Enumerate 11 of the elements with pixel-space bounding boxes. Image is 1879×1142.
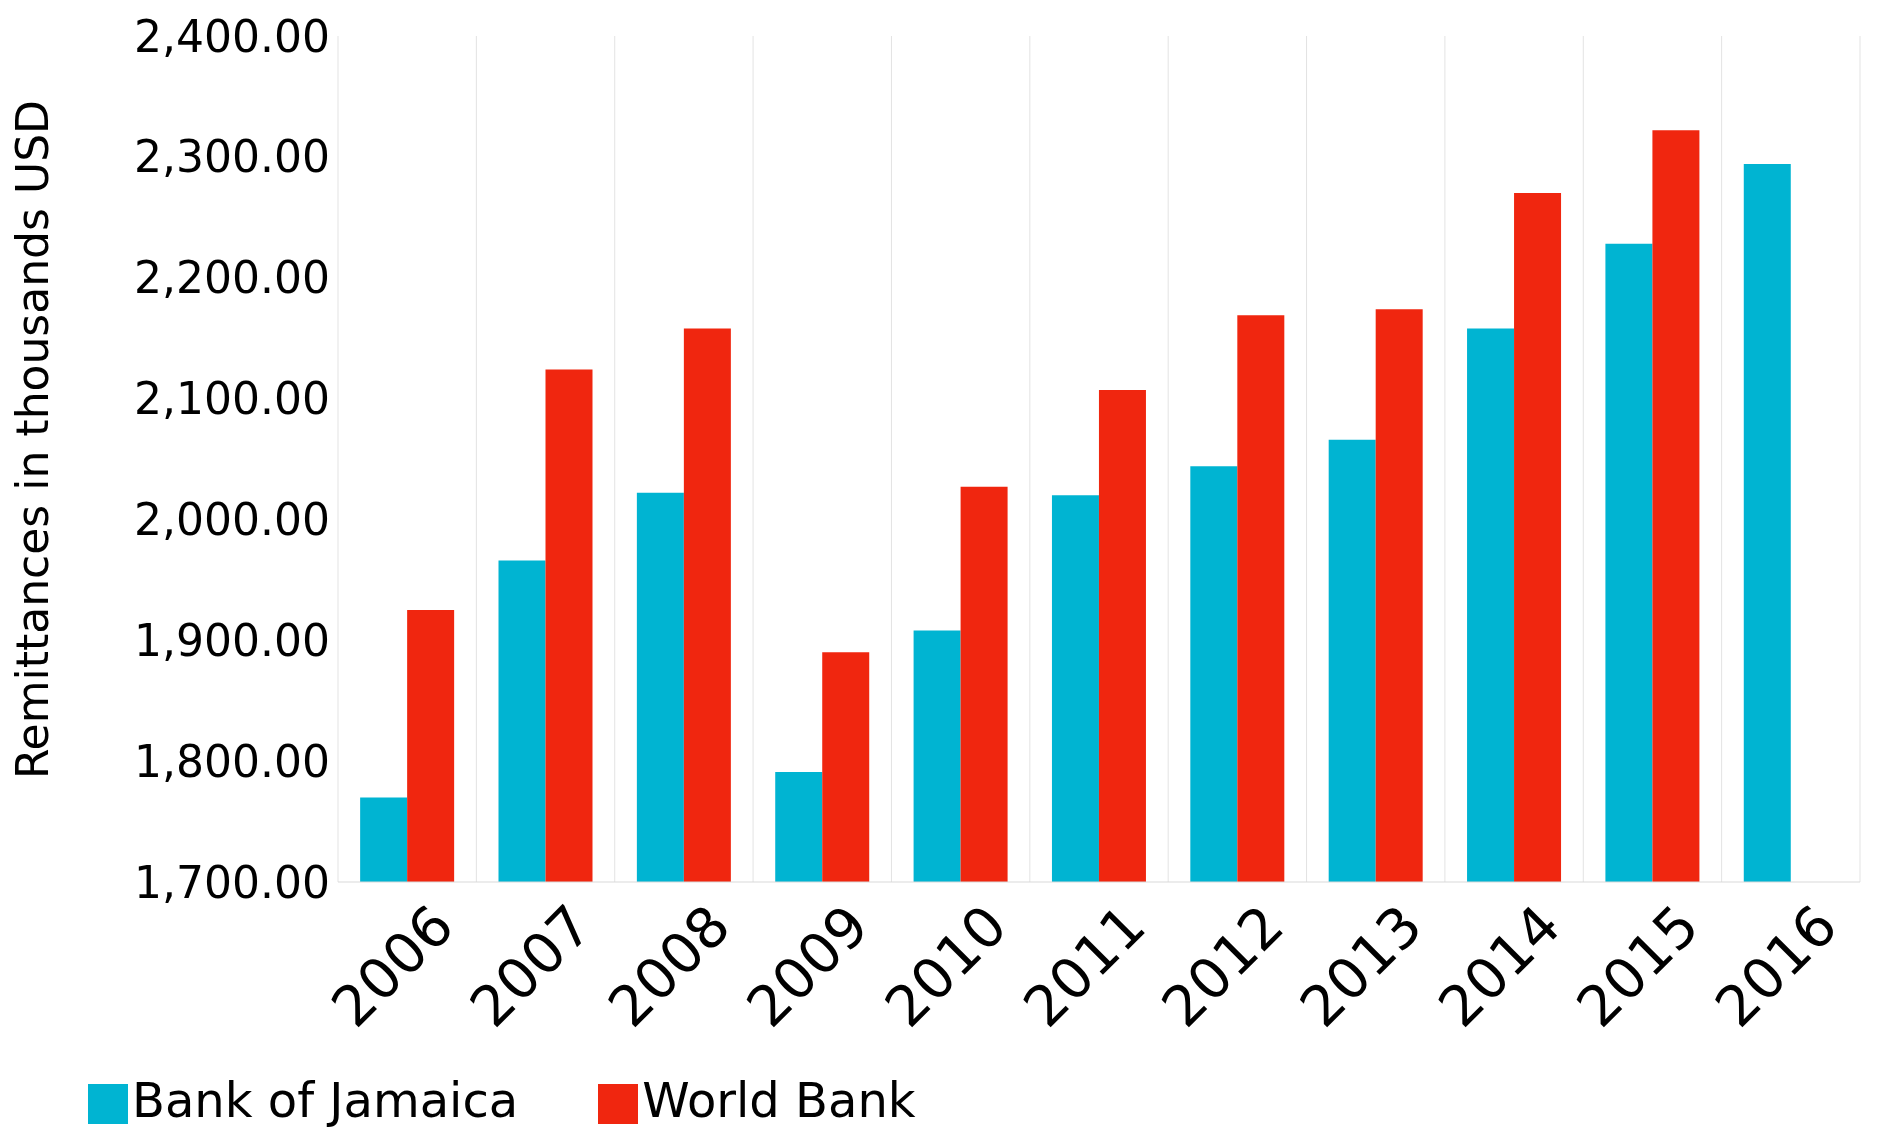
- y-tick-label: 1,800.00: [134, 735, 330, 787]
- y-tick-label: 2,100.00: [134, 373, 330, 425]
- y-axis-title: Remittances in thousands USD: [6, 100, 58, 779]
- y-tick-label: 2,400.00: [134, 10, 330, 62]
- y-tick-label: 2,000.00: [134, 494, 330, 546]
- y-tick-label: 1,900.00: [134, 614, 330, 666]
- y-tick-label: 2,200.00: [134, 252, 330, 304]
- y-tick-label: 1,700.00: [134, 856, 330, 908]
- y-tick-label: 2,300.00: [134, 131, 330, 183]
- legend-label: World Bank: [642, 1072, 916, 1128]
- legend-label: Bank of Jamaica: [132, 1072, 519, 1128]
